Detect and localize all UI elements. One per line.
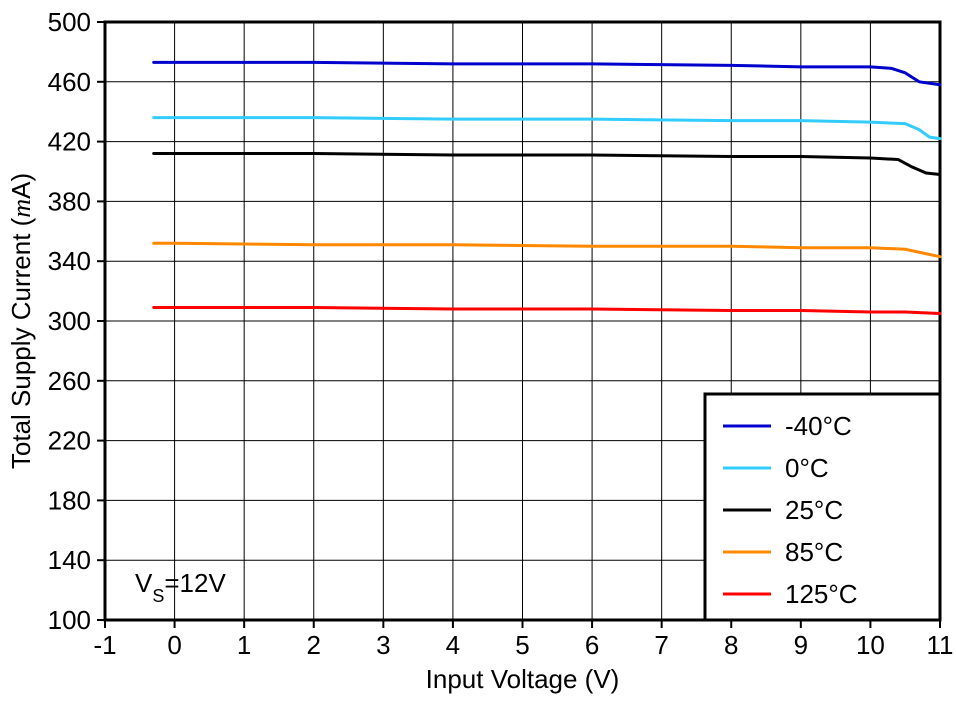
x-tick-label: 8: [724, 630, 738, 660]
y-tick-label: 300: [48, 306, 91, 336]
y-tick-label: 420: [48, 127, 91, 157]
y-tick-label: 180: [48, 485, 91, 515]
x-axis-label: Input Voltage (V): [426, 664, 620, 694]
x-tick-label: 7: [654, 630, 668, 660]
x-tick-label: 0: [167, 630, 181, 660]
x-tick-label: 4: [446, 630, 460, 660]
legend: -40°C 0°C 25°C 85°C 125°C: [705, 394, 940, 620]
legend-label: 0°C: [785, 453, 829, 483]
legend-label: 125°C: [785, 579, 858, 609]
chart-container: -1 0 1 2 3 4 5 6 7 8 9 10 11 100 140 180 220 260 300 340 380…: [0, 0, 956, 701]
x-tick-label: 5: [515, 630, 529, 660]
y-tick-label: 500: [48, 7, 91, 37]
legend-label: 85°C: [785, 537, 843, 567]
x-tick-label: 1: [237, 630, 251, 660]
x-tick-label: 9: [794, 630, 808, 660]
x-tick-label: 10: [856, 630, 885, 660]
y-tick-label: 380: [48, 186, 91, 216]
y-tick-label: 340: [48, 246, 91, 276]
y-tick-label: 460: [48, 67, 91, 97]
y-tick-label: 220: [48, 426, 91, 456]
legend-label: -40°C: [785, 411, 852, 441]
legend-label: 25°C: [785, 495, 843, 525]
x-tick-label: 2: [307, 630, 321, 660]
chart-svg: -1 0 1 2 3 4 5 6 7 8 9 10 11 100 140 180 220 260 300 340 380…: [0, 0, 956, 701]
x-tick-label: 6: [585, 630, 599, 660]
x-tick-label: -1: [93, 630, 116, 660]
y-axis-label: Total Supply Current (mA): [6, 173, 36, 469]
y-tick-label: 140: [48, 545, 91, 575]
x-tick-label: 11: [927, 630, 954, 660]
y-tick-label: 260: [48, 366, 91, 396]
y-tick-label: 100: [48, 605, 91, 635]
x-tick-label: 3: [376, 630, 390, 660]
